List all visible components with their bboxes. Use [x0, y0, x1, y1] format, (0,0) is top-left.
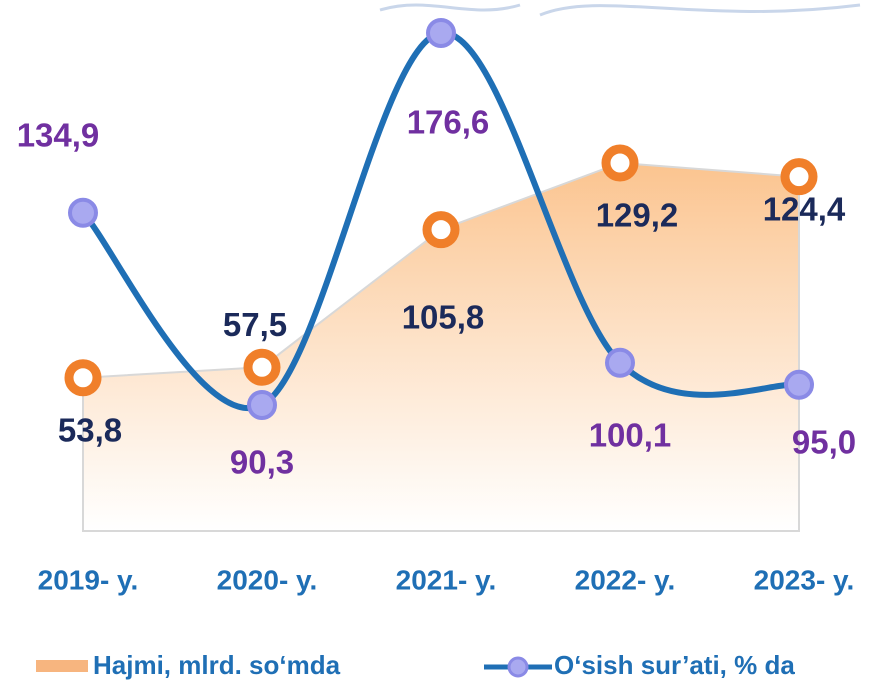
line-marker — [426, 18, 456, 48]
legend-swatch — [507, 656, 529, 678]
area-marker — [780, 158, 818, 196]
data-label: 100,1 — [589, 416, 672, 453]
line-marker — [605, 347, 635, 378]
line-marker — [784, 369, 814, 400]
x-tick-label: 2020- y. — [217, 564, 318, 595]
legend-swatch — [36, 660, 88, 672]
data-label: 95,0 — [792, 423, 856, 460]
data-label: 134,9 — [17, 116, 100, 153]
data-label: 90,3 — [230, 444, 294, 481]
data-label: 105,8 — [402, 298, 485, 335]
data-label: 57,5 — [223, 306, 287, 343]
area-marker — [64, 359, 102, 397]
area-marker — [601, 144, 639, 182]
area-marker — [422, 211, 460, 249]
data-label: 53,8 — [58, 411, 122, 448]
x-tick-label: 2022- y. — [575, 564, 676, 595]
data-label: 129,2 — [596, 197, 679, 234]
legend-label: O‘sish sur’ati, % da — [554, 650, 795, 680]
line-marker — [247, 390, 277, 420]
data-label: 124,4 — [763, 190, 846, 227]
line-marker — [68, 197, 98, 228]
decoration — [379, 3, 861, 17]
x-tick-label: 2021- y. — [396, 564, 497, 595]
area-marker — [243, 348, 281, 386]
x-tick-label: 2019- y. — [38, 564, 139, 595]
data-label: 176,6 — [407, 104, 490, 141]
area — [82, 161, 800, 532]
x-tick-label: 2023- y. — [754, 564, 855, 595]
legend-label: Hajmi, mlrd. so‘mda — [93, 650, 341, 680]
